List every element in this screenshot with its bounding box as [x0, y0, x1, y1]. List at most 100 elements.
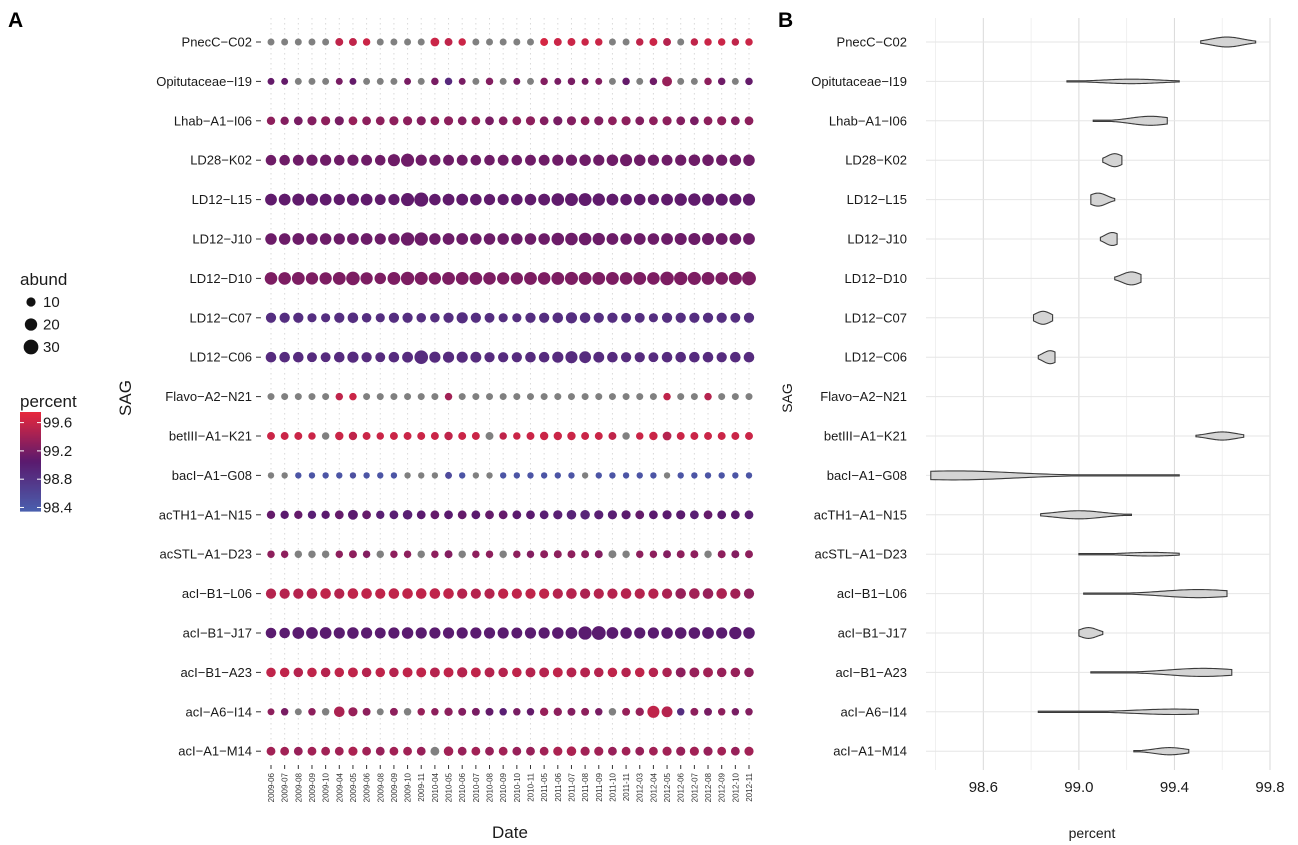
dot [608, 116, 617, 126]
dot [702, 154, 714, 166]
dot [376, 38, 384, 46]
dot [661, 154, 673, 166]
dot [280, 510, 289, 519]
x-tick-label: 2011-11 [622, 772, 631, 801]
dot [499, 708, 507, 716]
dot [636, 393, 644, 401]
dot [484, 312, 495, 323]
dot [363, 393, 371, 401]
x-tick-label: 2009-04 [335, 772, 344, 802]
dot [470, 312, 481, 323]
dot [430, 313, 440, 323]
dot [293, 116, 303, 126]
dot [376, 510, 385, 519]
dot [486, 472, 493, 479]
dot [458, 77, 466, 85]
dot [731, 550, 740, 559]
dot [636, 77, 644, 85]
dot [635, 707, 644, 716]
dot [593, 312, 604, 323]
dot [689, 116, 699, 126]
dot [362, 38, 371, 46]
dot [687, 271, 701, 285]
color-legend-label: 98.8 [43, 471, 72, 488]
dot [744, 667, 754, 678]
dot [457, 667, 468, 678]
dot [511, 154, 523, 166]
dot [554, 77, 562, 85]
dot [292, 154, 304, 166]
dot [619, 272, 633, 285]
panel-a-x-axis-title: Date [492, 823, 528, 842]
dot [430, 746, 440, 756]
dot [676, 510, 686, 520]
x-tick-label: 2009-05 [349, 772, 358, 802]
color-legend-step [20, 501, 41, 504]
color-legend-step [20, 449, 41, 453]
dot [704, 77, 712, 86]
dot [335, 550, 344, 558]
dot [527, 472, 534, 479]
dot [702, 312, 714, 323]
dot [608, 432, 617, 440]
dot [567, 393, 575, 401]
dot [443, 116, 454, 126]
dot [620, 627, 632, 639]
dot [265, 588, 277, 599]
dot [525, 351, 536, 363]
dot [567, 550, 576, 559]
dot [486, 38, 493, 46]
x-tick-label: 2012-05 [663, 772, 672, 802]
panel-b-x-axis-title: percent [1069, 825, 1116, 841]
y-tick-label: PnecC−C02 [182, 35, 252, 50]
dot [307, 352, 317, 363]
dot [538, 193, 551, 206]
color-legend-step [20, 435, 41, 439]
dot [607, 312, 618, 323]
x-tick-label: 99.4 [1160, 779, 1189, 796]
dot [648, 352, 659, 363]
dot [374, 154, 386, 166]
dot [579, 588, 591, 599]
dot [267, 472, 275, 479]
dot [621, 667, 631, 678]
dot [552, 154, 564, 166]
dot [485, 116, 494, 126]
dot [470, 154, 482, 166]
dot [675, 667, 686, 678]
dot [333, 706, 345, 718]
panel-a-grid [270, 18, 750, 760]
dot [581, 77, 589, 85]
dot [293, 667, 304, 678]
dot [280, 432, 289, 440]
dot [320, 667, 331, 678]
dot [387, 154, 400, 167]
dot [483, 194, 496, 206]
dot [527, 77, 534, 85]
dot [402, 510, 413, 520]
dot [266, 510, 276, 519]
dot [347, 588, 359, 599]
dot [593, 667, 604, 678]
dot [485, 510, 494, 520]
dot [551, 193, 565, 206]
dot [335, 431, 344, 441]
dot [620, 233, 632, 245]
dot [620, 352, 632, 363]
dot [718, 472, 725, 479]
dot [321, 550, 330, 558]
dot [361, 352, 372, 363]
dot [578, 193, 592, 207]
dot [688, 232, 701, 246]
violin [1092, 115, 1168, 126]
color-legend-step [20, 487, 41, 490]
dot [389, 116, 399, 126]
dot [362, 510, 371, 520]
color-legend-label: 99.2 [43, 443, 72, 460]
dot [390, 393, 398, 401]
violin [1102, 153, 1123, 168]
color-legend-step [20, 455, 41, 459]
dot [636, 472, 643, 479]
dot [729, 154, 742, 166]
dot [430, 432, 439, 440]
